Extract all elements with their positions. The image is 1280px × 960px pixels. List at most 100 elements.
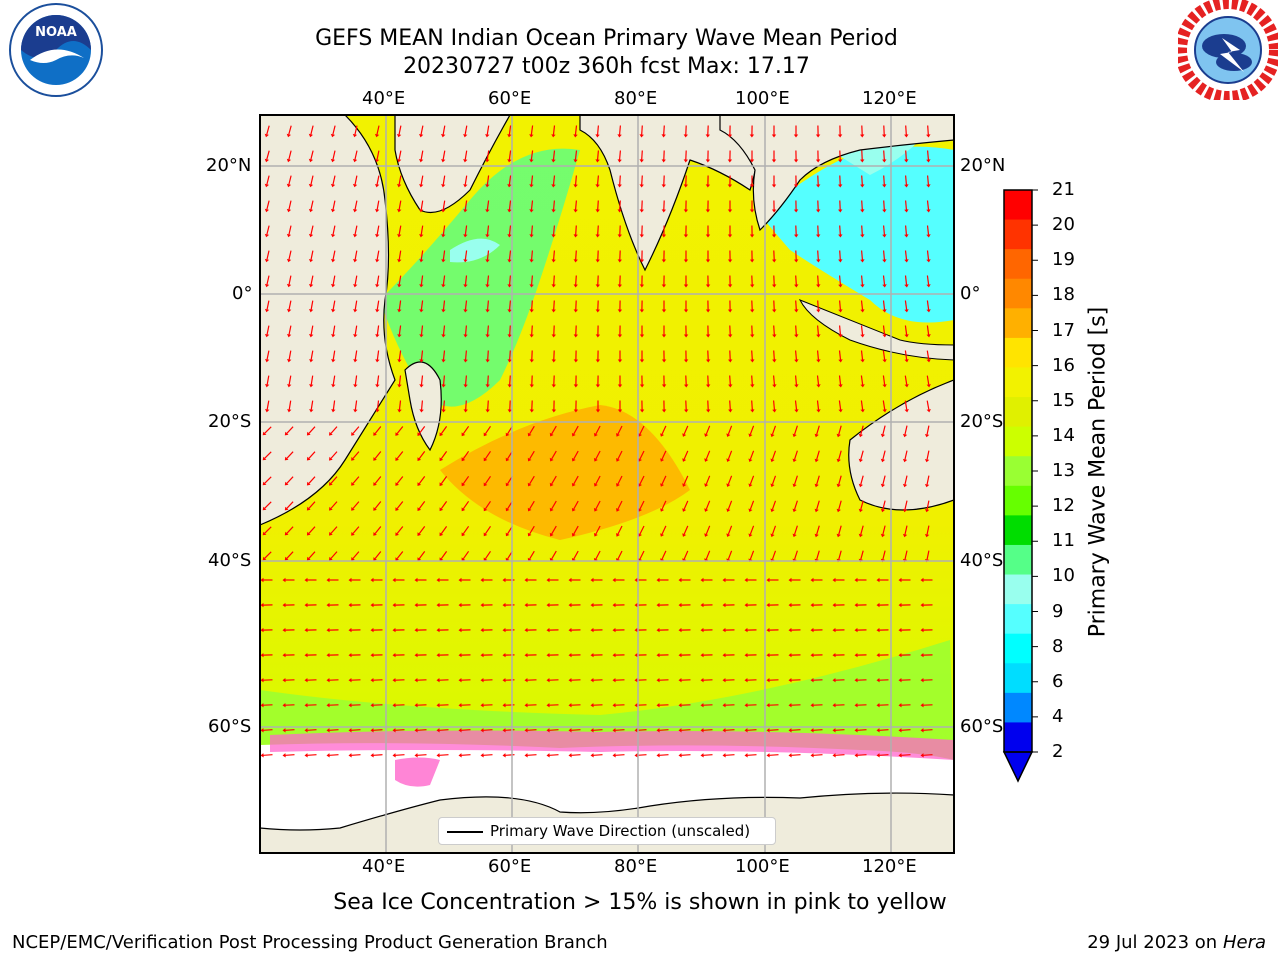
lon-tick-top: 120°E [862,88,917,109]
wave-arrow [883,150,885,160]
wave-arrow-head [788,753,792,758]
wave-arrow [883,175,885,185]
wave-arrow-head [595,359,601,363]
wave-arrow [354,300,358,310]
wave-arrow [332,225,336,235]
colorbar-tick-label: 4 [1052,705,1064,727]
wave-arrow-head [661,259,667,263]
wave-arrow [266,250,270,260]
wave-arrow [396,426,404,434]
wave-arrow-head [414,653,418,658]
wave-arrow-head [392,753,396,758]
wave-arrow [398,350,402,360]
wave-arrow [464,275,468,285]
wave-arrow [727,500,733,510]
wave-arrow-head [414,577,418,583]
wave-arrow-head [485,259,490,263]
wave-arrow-head [772,384,777,388]
wave-arrow [681,754,691,756]
wave-arrow-head [617,159,622,163]
wave-arrow-head [304,703,308,708]
wave-arrow-head [507,284,512,288]
wave-arrow-head [419,359,424,363]
wave-arrow [398,175,402,185]
wave-arrow-head [308,158,314,163]
wave-arrow [637,729,647,731]
wave-arrow-head [727,259,733,263]
wave-arrow-head [678,602,682,608]
wave-arrow-head [898,627,902,633]
colorbar-block [1004,604,1032,635]
wave-arrow-head [458,728,462,733]
wave-arrow [442,325,446,335]
wave-arrow-head [414,728,418,733]
wave-arrow-head [463,209,468,213]
wave-arrow-head [573,234,578,238]
wave-arrow-head [656,577,660,583]
wave-arrow-head [926,134,931,138]
wave-arrow-head [458,577,462,583]
wave-arrow [420,275,424,285]
wave-arrow [288,350,292,360]
lat-tick-left: 20°N [206,155,252,176]
wave-arrow [795,375,797,385]
wave-arrow-head [705,284,711,288]
wave-arrow-head [880,483,886,488]
wave-arrow-head [286,158,291,163]
wave-arrow-head [898,577,902,583]
wave-arrow-head [595,259,600,263]
wave-arrow [773,325,775,335]
wave-arrow-head [772,409,777,413]
wave-arrow [308,501,316,509]
wave-arrow-head [750,284,755,288]
wave-arrow [352,476,360,484]
wave-arrow-head [417,557,422,561]
wave-arrow-head [326,678,330,683]
wave-arrow [904,550,908,560]
wave-arrow-head [370,577,374,583]
wave-arrow-head [766,728,770,733]
wave-arrow-head [882,334,887,338]
wave-arrow-head [617,359,623,363]
footer-credit: NCEP/EMC/Verification Post Processing Pr… [12,932,608,953]
wave-arrow [661,425,667,435]
wave-arrow-head [483,457,488,462]
wave-arrow-head [331,259,336,263]
wave-arrow-head [860,284,865,288]
wave-arrow [264,501,272,509]
wave-arrow [531,250,533,260]
wave-arrow-head [700,703,704,708]
wave-arrow-head [284,456,289,461]
wave-arrow [703,754,713,756]
wave-arrow-head [507,209,512,213]
wave-arrow-head [441,134,446,138]
wave-arrow-head [593,457,598,462]
wave-arrow-head [326,653,330,658]
wave-arrow-head [860,184,865,188]
colorbar-tick-label: 17 [1052,319,1075,341]
wave-arrow-head [397,184,402,188]
wave-arrow-head [529,259,534,263]
colorbar-tick-label: 9 [1052,600,1064,622]
wave-arrow-head [373,532,377,536]
wave-arrow-head [836,483,841,488]
wave-arrow [420,250,424,260]
wave-arrow-head [568,753,572,758]
wave-arrow [288,125,292,135]
wave-arrow [773,375,775,385]
wave-arrow-head [749,209,755,213]
wave-arrow-head [284,556,289,561]
wave-arrow [749,500,755,510]
wave-arrow [551,450,557,460]
wave-arrow-head [458,753,462,758]
wave-arrow-head [348,577,352,583]
wave-arrow-head [551,134,556,138]
wave-arrow-head [549,507,554,512]
wave-arrow-head [924,484,930,488]
wave-arrow-head [744,703,748,708]
wave-arrow-head [616,433,620,437]
wave-arrow-head [505,532,510,537]
wave-arrow [882,275,886,285]
wave-arrow [573,450,579,460]
wave-arrow [310,225,314,235]
